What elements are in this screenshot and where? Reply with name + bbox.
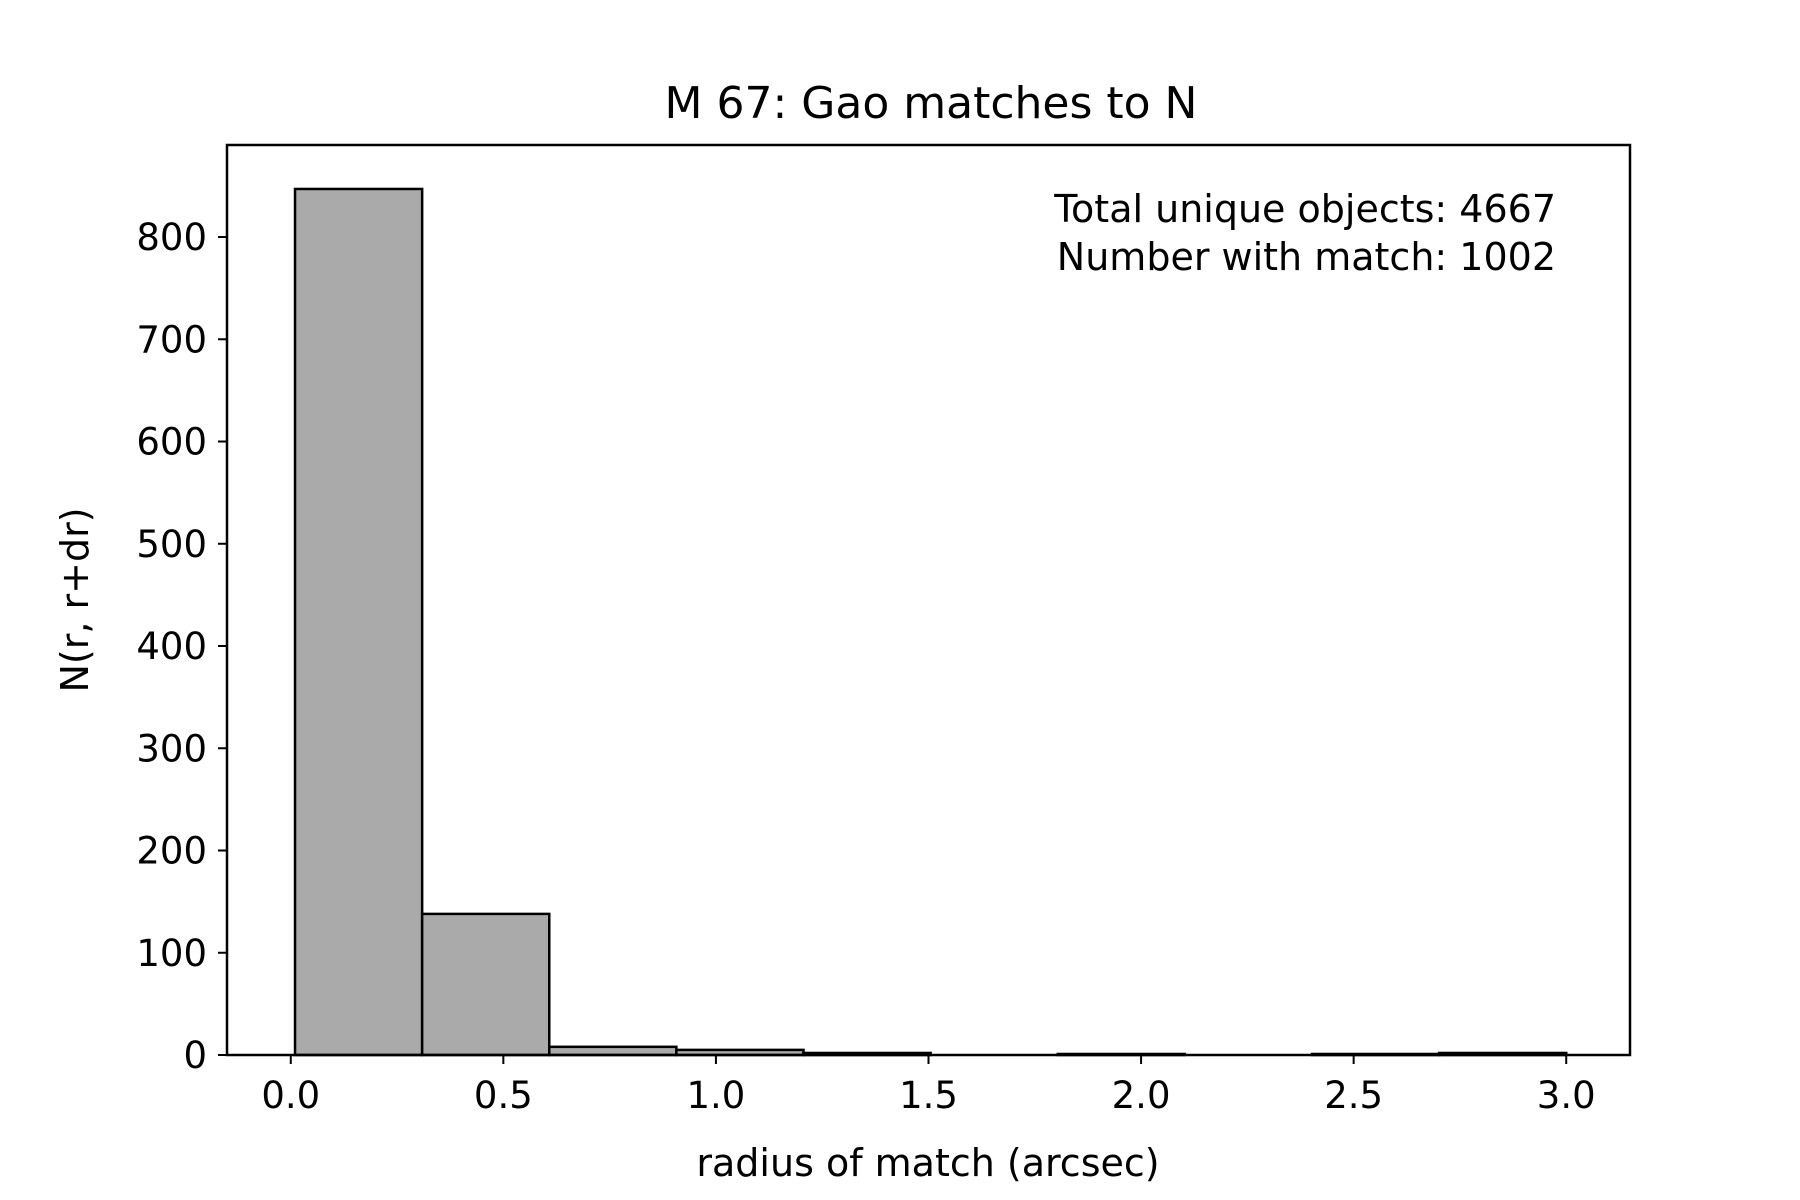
annotation-number-matched: Number with match: 1002: [1057, 235, 1556, 279]
y-tick-label: 300: [136, 727, 207, 770]
y-tick-label: 100: [136, 932, 207, 975]
y-axis-label: N(r, r+dr): [53, 507, 97, 692]
y-tick-label: 200: [136, 830, 207, 873]
x-tick-label: 1.5: [899, 1074, 958, 1117]
y-tick-label: 500: [136, 523, 207, 566]
x-axis-ticks: 0.0 0.5 1.0 1.5 2.0 2.5 3.0: [261, 1055, 1596, 1117]
y-tick-label: 800: [136, 216, 207, 259]
x-tick-label: 0.0: [261, 1074, 320, 1117]
x-tick-label: 1.0: [687, 1074, 746, 1117]
histogram-bar: [293, 187, 424, 1057]
y-tick-label: 600: [136, 421, 207, 464]
y-axis-ticks: 0 100 200 300 400 500 600 700 800: [136, 216, 227, 1077]
x-tick-label: 2.0: [1112, 1074, 1171, 1117]
x-tick-label: 0.5: [474, 1074, 533, 1117]
y-tick-label: 700: [136, 318, 207, 361]
chart-title: M 67: Gao matches to N: [665, 78, 1198, 129]
histogram-bar: [420, 912, 551, 1057]
histogram-bars: [293, 187, 1568, 1057]
x-tick-label: 3.0: [1537, 1074, 1596, 1117]
x-axis-label: radius of match (arcsec): [696, 1141, 1159, 1185]
y-tick-label: 0: [183, 1034, 207, 1077]
y-tick-label: 400: [136, 625, 207, 668]
x-tick-label: 2.5: [1324, 1074, 1383, 1117]
annotation-total-objects: Total unique objects: 4667: [1053, 187, 1556, 231]
